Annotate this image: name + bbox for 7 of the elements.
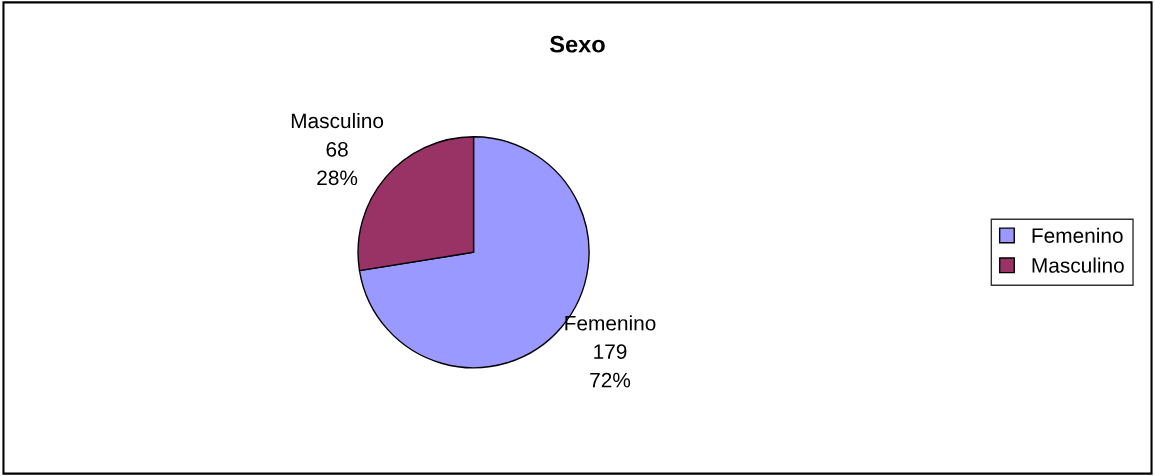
- slice-label: Masculino: [291, 112, 384, 129]
- chart-title: Sexo: [549, 35, 605, 53]
- slice-label: Femenino: [565, 315, 656, 331]
- legend-label: Femenino: [1032, 227, 1123, 243]
- data-label: 68 28%: [317, 141, 358, 186]
- data-label: 179 72%: [590, 344, 631, 388]
- legend-label: Masculino: [1032, 257, 1124, 273]
